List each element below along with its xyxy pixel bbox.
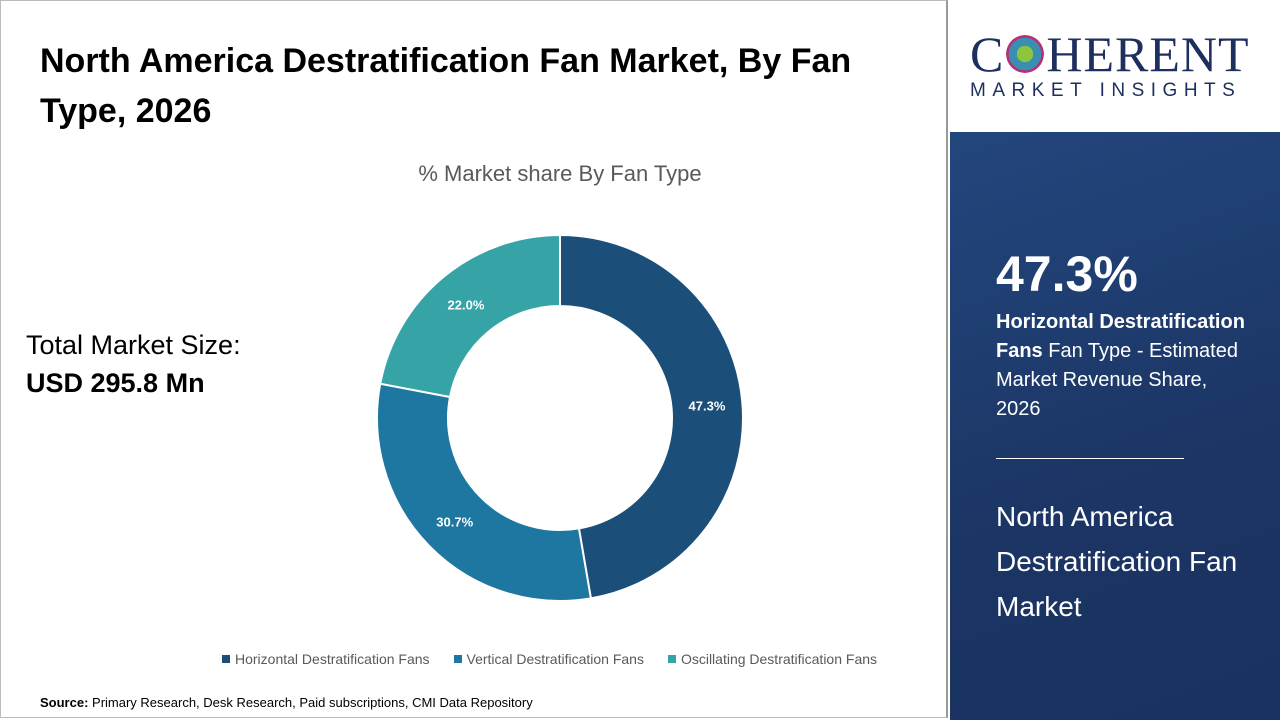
highlight-text: Fan Type - Estimated Market Revenue Shar… [996,340,1238,420]
data-label: 22.0% [448,297,485,312]
legend-label: Oscillating Destratification Fans [680,651,878,667]
total-market-value: USD 295.8 Mn [26,368,205,398]
donut-slice [379,233,561,399]
legend: Horizontal Destratification Fans Vertica… [222,650,877,668]
highlight-panel: 47.3% Horizontal Destratification Fans F… [950,132,1280,720]
data-label: 30.7% [436,514,473,529]
globe-icon [1006,35,1045,73]
legend-item: Oscillating Destratification Fans [667,650,878,668]
highlight-value: 47.3% [996,246,1138,302]
total-market-label: Total Market Size: [26,330,241,360]
legend-swatch [222,655,230,663]
legend-label: Horizontal Destratification Fans [235,651,430,667]
company-logo: C HERENT MARKET INSIGHTS [950,0,1280,132]
donut-slice [559,233,744,600]
chart-title: % Market share By Fan Type [418,161,702,186]
legend-label: Vertical Destratification Fans [466,651,644,667]
data-label: 47.3% [689,399,726,414]
legend-item: Vertical Destratification Fans [453,650,644,668]
market-name: North America Destratification Fan Marke… [996,501,1238,622]
highlight-description: Horizontal Destratification Fans Fan Typ… [996,308,1256,424]
donut-slice [376,382,593,602]
source-note: Source: Primary Research, Desk Research,… [40,695,533,711]
source-text: Primary Research, Desk Research, Paid su… [88,695,533,710]
legend-swatch [453,655,462,663]
legend-item: Horizontal Destratification Fans [222,650,430,668]
legend-swatch [667,655,676,663]
chart-frame [0,0,948,718]
donut-chart: 47.3% 30.7% 22.0% [376,233,744,602]
page-title: North America Destratification Fan Marke… [40,42,852,130]
divider [996,458,1184,459]
source-label: Source: [40,695,89,710]
highlight-segment: Horizontal Destratification Fans [996,311,1245,362]
logo-tagline: MARKET INSIGHTS [970,80,1242,101]
logo-wordmark: C HERENT [970,26,1250,82]
total-market-size: Total Market Size: USD 295.8 Mn [26,326,241,402]
